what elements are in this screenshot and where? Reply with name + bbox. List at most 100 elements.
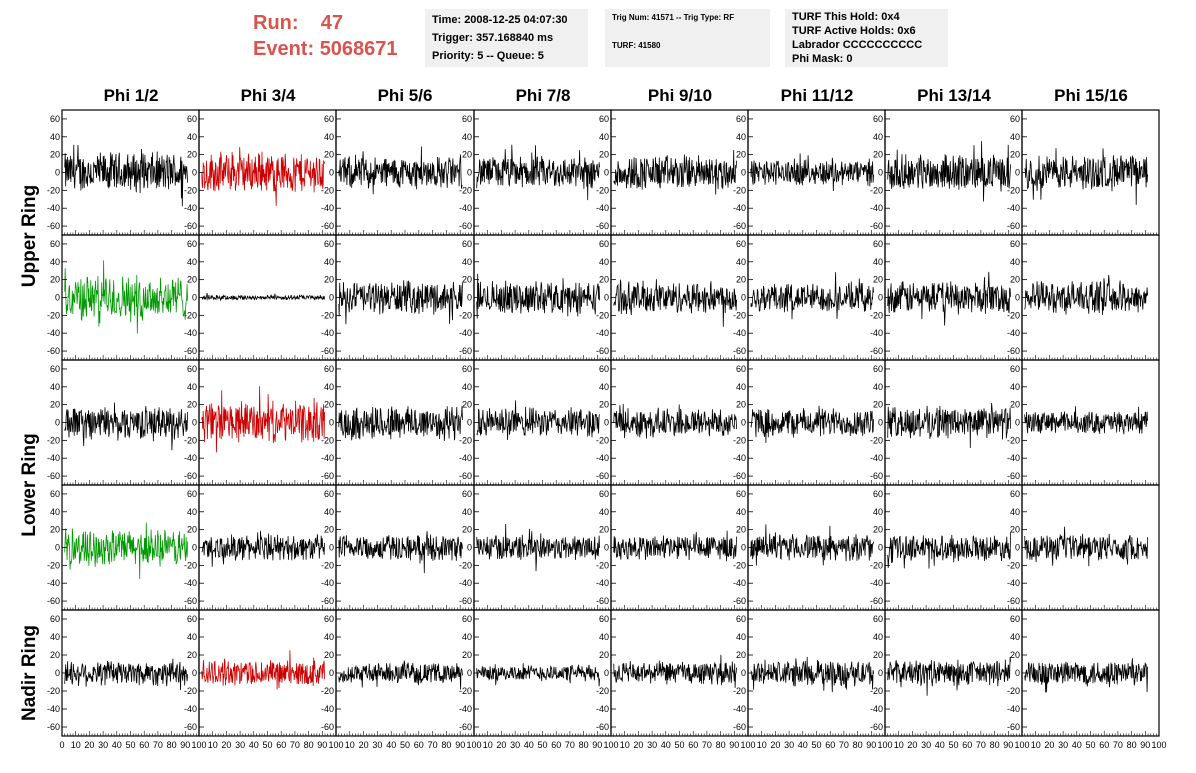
y-tick-label: -60 [870, 346, 883, 356]
y-tick-label: 0 [604, 293, 609, 303]
x-tick-label: 60 [1099, 740, 1109, 750]
x-tick-label: 90 [592, 740, 602, 750]
y-tick-label: 40 [187, 632, 197, 642]
y-tick-label: -60 [459, 722, 472, 732]
y-tick-label: -20 [870, 310, 883, 320]
x-tick-label: 70 [428, 740, 438, 750]
trigger-info-box: Trig Num: 41571 -- Trig Type: RF TURF: 4… [605, 9, 770, 67]
y-tick-label: -40 [870, 328, 883, 338]
y-tick-label: -20 [459, 435, 472, 445]
y-tick-label: 60 [187, 239, 197, 249]
waveform-trace [201, 147, 325, 206]
y-tick-label: -40 [596, 328, 609, 338]
y-tick-label: 40 [736, 382, 746, 392]
y-tick-label: 40 [187, 132, 197, 142]
y-tick-label: 0 [741, 668, 746, 678]
y-tick-label: 0 [604, 168, 609, 178]
y-tick-label: -40 [459, 203, 472, 213]
y-tick-label: 60 [873, 114, 883, 124]
x-tick-label: 10 [208, 740, 218, 750]
x-tick-label: 100 [1151, 740, 1166, 750]
x-tick-label: 20 [907, 740, 917, 750]
y-tick-label: 20 [873, 650, 883, 660]
y-tick-label: -60 [321, 596, 334, 606]
y-tick-label: 0 [1015, 418, 1020, 428]
event-value: 5068671 [319, 38, 398, 60]
y-tick-label: -60 [1007, 596, 1020, 606]
waveform-trace [338, 406, 463, 442]
y-tick-label: -60 [1007, 722, 1020, 732]
y-tick-label: 20 [1010, 150, 1020, 160]
x-tick-label: 60 [551, 740, 561, 750]
x-tick-label: 40 [524, 740, 534, 750]
y-tick-label: -20 [733, 185, 746, 195]
y-tick-label: 40 [736, 632, 746, 642]
y-tick-label: 0 [55, 543, 60, 553]
y-tick-label: 40 [873, 632, 883, 642]
run-value: 47 [320, 12, 344, 34]
x-tick-label: 50 [948, 740, 958, 750]
y-tick-label: -40 [733, 453, 746, 463]
y-tick-label: -40 [870, 704, 883, 714]
waveform-trace [750, 405, 874, 444]
y-tick-label: 60 [599, 114, 609, 124]
y-tick-label: 40 [187, 382, 197, 392]
x-tick-label: 50 [1085, 740, 1095, 750]
waveform-trace [750, 153, 874, 192]
y-tick-label: -20 [47, 560, 60, 570]
y-tick-label: 60 [736, 114, 746, 124]
x-tick-label: 100 [877, 740, 892, 750]
y-tick-label: 60 [50, 114, 60, 124]
y-tick-label: -60 [184, 596, 197, 606]
x-tick-label: 80 [579, 740, 589, 750]
y-tick-label: 20 [462, 650, 472, 660]
y-tick-label: -40 [47, 578, 60, 588]
waveform-trace [1024, 148, 1148, 205]
y-tick-label: 60 [1010, 614, 1020, 624]
y-tick-label: -60 [184, 722, 197, 732]
waveform-trace [1024, 658, 1148, 693]
y-tick-label: -20 [1007, 686, 1020, 696]
event-row: Event: 5068671 [253, 36, 398, 62]
waveform-trace [613, 654, 737, 688]
y-tick-label: -60 [870, 221, 883, 231]
y-tick-label: 20 [462, 150, 472, 160]
x-tick-label: 10 [1031, 740, 1041, 750]
y-tick-label: 0 [329, 293, 334, 303]
time-text: Time: 2008-12-25 04:07:30 [432, 14, 568, 26]
column-header: Phi 7/8 [515, 86, 571, 105]
x-tick-label: 90 [866, 740, 876, 750]
y-tick-label: 20 [599, 400, 609, 410]
waveform-trace [64, 402, 188, 451]
trigger-text: Trigger: 357.168840 ms [432, 32, 554, 44]
y-tick-label: 20 [873, 150, 883, 160]
y-tick-label: -40 [870, 453, 883, 463]
y-tick-label: 40 [462, 507, 472, 517]
y-tick-label: -40 [47, 453, 60, 463]
waveform-trace [476, 400, 600, 441]
y-tick-label: -20 [459, 310, 472, 320]
y-tick-label: -60 [184, 346, 197, 356]
y-tick-label: 0 [467, 543, 472, 553]
x-tick-label: 100 [740, 740, 755, 750]
y-tick-label: -60 [596, 221, 609, 231]
panel-frame [198, 484, 337, 611]
y-tick-label: 60 [187, 614, 197, 624]
y-tick-label: 40 [1010, 507, 1020, 517]
y-tick-label: -20 [870, 185, 883, 195]
waveform-trace [338, 280, 463, 325]
y-tick-label: 0 [192, 293, 197, 303]
y-tick-label: 40 [324, 507, 334, 517]
x-tick-label: 100 [328, 740, 343, 750]
y-tick-label: 40 [599, 132, 609, 142]
y-tick-label: 20 [736, 150, 746, 160]
x-tick-label: 40 [661, 740, 671, 750]
y-tick-label: -40 [321, 453, 334, 463]
y-tick-label: 20 [599, 525, 609, 535]
y-tick-label: -20 [47, 686, 60, 696]
column-header: Phi 15/16 [1054, 86, 1128, 105]
x-tick-label: 20 [496, 740, 506, 750]
y-tick-label: -40 [1007, 328, 1020, 338]
x-tick-label: 90 [1140, 740, 1150, 750]
x-tick-label: 10 [620, 740, 630, 750]
